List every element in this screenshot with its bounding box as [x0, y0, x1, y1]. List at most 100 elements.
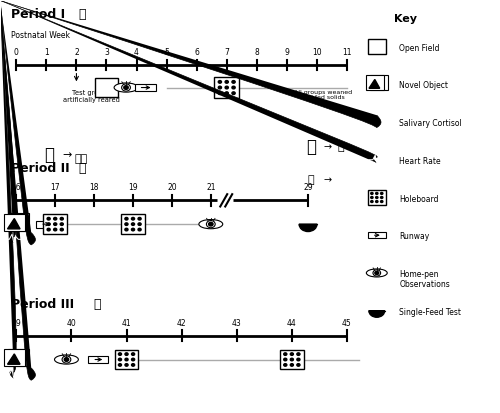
Text: 4: 4 — [134, 48, 139, 57]
Circle shape — [375, 271, 378, 275]
Text: 🐖: 🐖 — [44, 146, 54, 164]
Circle shape — [132, 364, 134, 366]
Circle shape — [47, 223, 50, 225]
Circle shape — [208, 222, 213, 226]
Text: 40: 40 — [66, 318, 76, 328]
Circle shape — [47, 218, 50, 220]
Bar — [8, 214, 29, 231]
Text: 9: 9 — [284, 48, 290, 57]
Circle shape — [290, 358, 294, 361]
Circle shape — [132, 218, 134, 220]
Bar — [370, 75, 388, 90]
Text: 🐖🍼: 🐖🍼 — [74, 154, 88, 164]
Text: 11: 11 — [342, 48, 351, 57]
Text: 7: 7 — [224, 48, 229, 57]
Circle shape — [376, 197, 378, 198]
Ellipse shape — [199, 220, 222, 229]
Circle shape — [118, 364, 122, 366]
Text: 🐖: 🐖 — [306, 138, 316, 156]
Ellipse shape — [114, 83, 138, 92]
Circle shape — [60, 218, 64, 220]
Bar — [368, 190, 386, 205]
Text: 🐖: 🐖 — [78, 162, 86, 175]
Circle shape — [218, 81, 222, 83]
Text: 🐖: 🐖 — [94, 298, 101, 311]
Bar — [88, 356, 108, 363]
Circle shape — [370, 201, 373, 202]
Circle shape — [218, 86, 222, 89]
Circle shape — [232, 86, 235, 89]
Circle shape — [376, 192, 378, 195]
Circle shape — [297, 353, 300, 355]
Text: 🐖: 🐖 — [338, 142, 344, 152]
Circle shape — [132, 223, 134, 225]
Circle shape — [290, 364, 294, 366]
Text: 2: 2 — [74, 48, 79, 57]
Bar — [214, 77, 239, 98]
Circle shape — [132, 353, 134, 355]
Circle shape — [132, 358, 134, 361]
Wedge shape — [369, 311, 384, 317]
Text: →: → — [324, 175, 332, 185]
Text: Key: Key — [394, 14, 417, 24]
Circle shape — [380, 197, 383, 198]
Circle shape — [225, 81, 228, 83]
Polygon shape — [369, 79, 380, 88]
Circle shape — [60, 223, 64, 225]
Circle shape — [64, 358, 68, 361]
Circle shape — [206, 221, 215, 228]
PathPatch shape — [27, 368, 36, 380]
Circle shape — [132, 228, 134, 231]
Text: Period II: Period II — [12, 162, 70, 175]
Text: Runway: Runway — [399, 233, 430, 241]
Text: Heart Rate: Heart Rate — [399, 157, 441, 166]
Circle shape — [125, 228, 128, 231]
Bar — [4, 214, 25, 231]
Circle shape — [225, 92, 228, 95]
Text: 41: 41 — [122, 318, 132, 328]
Text: All groups weaned
and fed solids: All groups weaned and fed solids — [294, 90, 352, 100]
Text: Single-Feed Test: Single-Feed Test — [399, 308, 461, 317]
Text: Period III: Period III — [12, 298, 74, 311]
Text: Open Field: Open Field — [399, 44, 440, 52]
Text: Holeboard: Holeboard — [399, 195, 438, 204]
Ellipse shape — [54, 355, 78, 364]
Text: Period I: Period I — [12, 7, 66, 21]
Wedge shape — [299, 224, 317, 232]
Text: 42: 42 — [177, 318, 186, 328]
Text: 8: 8 — [254, 48, 259, 57]
Circle shape — [138, 218, 141, 220]
Bar — [114, 350, 138, 369]
PathPatch shape — [372, 115, 381, 128]
PathPatch shape — [10, 236, 18, 243]
Text: →: → — [62, 150, 72, 160]
Circle shape — [232, 92, 235, 95]
Text: 20: 20 — [167, 183, 176, 192]
Bar — [280, 350, 304, 369]
Circle shape — [125, 353, 128, 355]
Bar — [95, 78, 118, 97]
Text: 45: 45 — [342, 318, 352, 328]
Circle shape — [380, 201, 383, 202]
Ellipse shape — [366, 269, 387, 277]
Circle shape — [54, 223, 57, 225]
Circle shape — [54, 218, 57, 220]
Text: 0: 0 — [14, 48, 18, 57]
Circle shape — [373, 270, 380, 276]
Text: 🍼: 🍼 — [308, 175, 314, 185]
Text: 6: 6 — [194, 48, 199, 57]
Text: →: → — [324, 142, 332, 152]
Circle shape — [125, 223, 128, 225]
Circle shape — [284, 364, 287, 366]
Circle shape — [284, 358, 287, 361]
Circle shape — [370, 192, 373, 195]
Bar — [4, 349, 25, 366]
Bar — [44, 214, 67, 234]
Text: 5: 5 — [164, 48, 169, 57]
Circle shape — [47, 228, 50, 231]
Circle shape — [297, 358, 300, 361]
Circle shape — [380, 192, 383, 195]
Text: Novel Object: Novel Object — [399, 81, 448, 90]
Text: 29: 29 — [303, 183, 313, 192]
Bar — [368, 39, 386, 54]
